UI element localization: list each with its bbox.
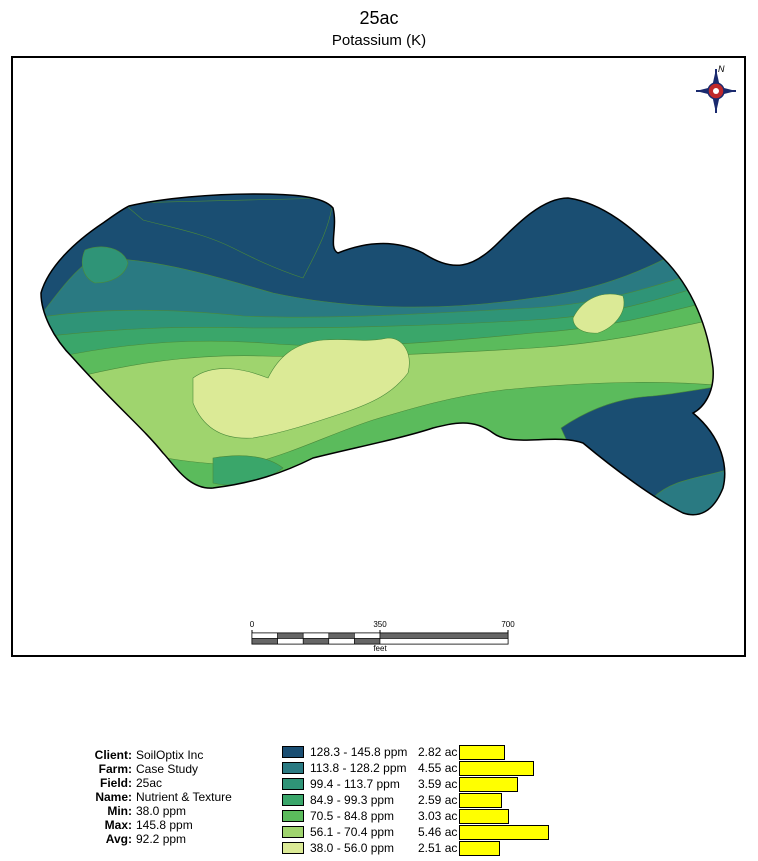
legend-swatch xyxy=(282,778,304,790)
info-value: 92.2 ppm xyxy=(136,832,187,846)
info-value: 38.0 ppm xyxy=(136,804,187,818)
compass-rose-icon: N xyxy=(696,64,736,113)
info-value: Nutrient & Texture xyxy=(136,790,232,804)
zone-class-3 xyxy=(82,246,129,284)
svg-text:N: N xyxy=(718,64,725,74)
info-label: Max: xyxy=(104,818,132,832)
field-map: N 0 350 700 feet xyxy=(40,64,736,653)
info-row-name: Name: Nutrient & Texture xyxy=(60,790,232,804)
legend-area-bar xyxy=(459,825,549,840)
info-label: Avg: xyxy=(105,832,132,846)
legend-area-bar xyxy=(459,841,501,856)
info-row-max: Max: 145.8 ppm xyxy=(60,818,232,832)
field-info: Client: SoilOptix Inc Farm: Case Study F… xyxy=(60,748,232,846)
info-label: Client: xyxy=(94,748,132,762)
info-label: Min: xyxy=(107,804,132,818)
legend-range: 38.0 - 56.0 ppm xyxy=(310,841,395,855)
legend-acres: 3.59 ac xyxy=(418,777,458,791)
legend-acres: 2.59 ac xyxy=(418,793,458,807)
legend-swatch xyxy=(282,810,304,822)
potassium-zones xyxy=(41,194,725,515)
legend-area-bar xyxy=(459,809,509,824)
legend-area-bar xyxy=(459,793,502,808)
scale-label-350: 350 xyxy=(373,620,387,629)
legend-swatch xyxy=(282,762,304,774)
legend-swatch xyxy=(282,794,304,806)
legend-acres: 4.55 ac xyxy=(418,761,458,775)
legend-range: 84.9 - 99.3 ppm xyxy=(310,793,395,807)
zone-class-1 xyxy=(560,382,725,515)
info-value: SoilOptix Inc xyxy=(136,748,204,762)
info-value: Case Study xyxy=(136,762,199,776)
legend-area-bar xyxy=(459,777,519,792)
info-row-farm: Farm: Case Study xyxy=(60,762,232,776)
map-subtitle: Potassium (K) xyxy=(331,32,427,49)
info-value: 145.8 ppm xyxy=(136,818,193,832)
map-title: 25ac xyxy=(359,8,399,28)
legend-acres: 2.51 ac xyxy=(418,841,458,855)
zone-class-7 xyxy=(192,337,410,439)
legend-acres: 3.03 ac xyxy=(418,809,458,823)
legend-swatch xyxy=(282,842,304,854)
zone-class-2 xyxy=(632,467,725,515)
legend-range: 99.4 - 113.7 ppm xyxy=(310,777,400,791)
info-label: Farm: xyxy=(98,762,132,776)
legend-acres: 5.46 ac xyxy=(418,825,458,839)
info-label: Name: xyxy=(95,790,132,804)
scale-unit: feet xyxy=(373,644,387,653)
legend-swatch xyxy=(282,746,304,758)
legend-range: 113.8 - 128.2 ppm xyxy=(310,761,407,775)
legend-acres: 2.82 ac xyxy=(418,745,458,759)
legend-range: 56.1 - 70.4 ppm xyxy=(310,825,395,839)
zone-class-1 xyxy=(122,197,334,279)
scale-bar: 0 350 700 feet xyxy=(250,620,515,653)
info-row-min: Min: 38.0 ppm xyxy=(60,804,232,818)
scale-label-700: 700 xyxy=(501,620,515,629)
map-frame: N 0 350 700 feet xyxy=(11,56,746,657)
legend-range: 128.3 - 145.8 ppm xyxy=(310,745,408,759)
info-value: 25ac xyxy=(136,776,163,790)
legend-area-bar xyxy=(459,761,534,776)
zone-class-7 xyxy=(572,293,625,334)
info-row-client: Client: SoilOptix Inc xyxy=(60,748,232,762)
legend-area-bar xyxy=(459,745,506,760)
info-row-avg: Avg: 92.2 ppm xyxy=(60,832,232,846)
legend-swatch xyxy=(282,826,304,838)
scale-label-0: 0 xyxy=(250,620,255,629)
legend-range: 70.5 - 84.8 ppm xyxy=(310,809,395,823)
info-label: Field: xyxy=(100,776,132,790)
info-row-field: Field: 25ac xyxy=(60,776,232,790)
